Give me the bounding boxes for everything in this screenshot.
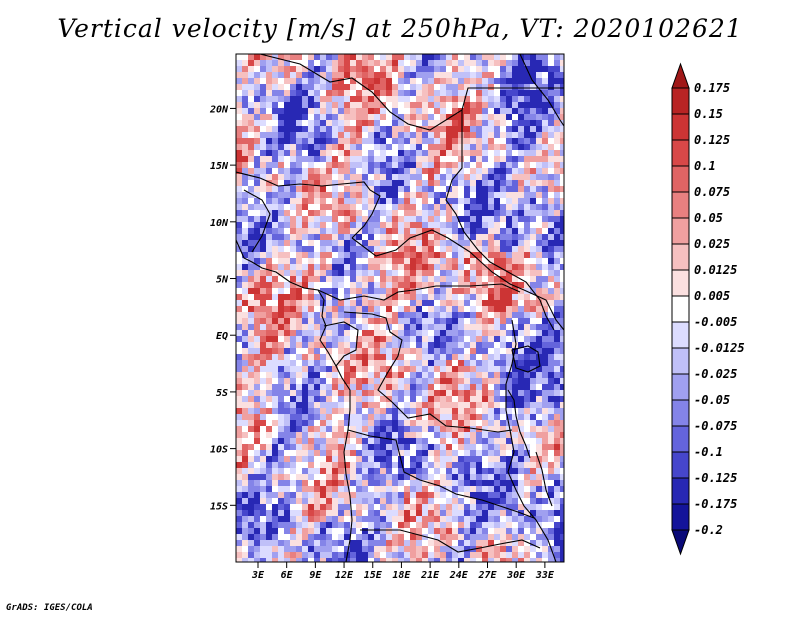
- lon-label: 3E: [251, 570, 265, 581]
- border-congo-north: [317, 283, 521, 301]
- border-ne-red: [519, 54, 564, 127]
- colorbar-label: 0.125: [694, 133, 730, 147]
- lon-label: 24E: [449, 570, 469, 581]
- colorbar-label: -0.1: [694, 445, 723, 459]
- colorbar-segment: [671, 503, 690, 531]
- lon-label: 30E: [506, 570, 526, 581]
- colorbar-segment: [671, 321, 690, 349]
- latitude-axis: 20N 15N 10N 5N EQ 5S 10S 15S: [209, 104, 236, 512]
- colorbar-segment: [671, 113, 690, 141]
- colorbar-label: 0.0125: [694, 263, 737, 277]
- map-title: Vertical velocity [m/s] at 250hPa, VT: 2…: [57, 14, 743, 43]
- lake-tanganyika: [507, 389, 531, 459]
- lon-label: 9E: [309, 570, 322, 581]
- colorbar-label: 0.075: [694, 185, 730, 199]
- lat-label: 15S: [210, 501, 228, 512]
- colorbar-segment: [671, 477, 690, 505]
- lake-victoria: [511, 345, 541, 373]
- border-car: [351, 229, 525, 291]
- colorbar: 0.175 0.15 0.125 0.1 0.075 0.05 0.025 0.0125 0.0…: [671, 62, 745, 556]
- colorbar-label: 0.175: [694, 81, 730, 95]
- colorbar-segment: [671, 295, 690, 323]
- colorbar-segment: [671, 243, 690, 271]
- longitude-axis: 3E 6E 9E 12E 15E 18E 21E 24E 27E 30E 33E: [251, 562, 555, 581]
- lat-label: 5S: [216, 388, 228, 399]
- colorbar-label: 0.15: [694, 107, 723, 121]
- lat-label: 15N: [210, 161, 229, 172]
- border-east-nile: [445, 110, 555, 331]
- lon-label: 33E: [535, 570, 555, 581]
- border-sahel: [236, 171, 381, 239]
- colorbar-label: -0.025: [694, 367, 737, 381]
- coastline-west: [236, 239, 353, 562]
- border-gabon: [323, 321, 359, 367]
- lon-label: 27E: [477, 570, 497, 581]
- colorbar-top-arrow: [671, 62, 690, 89]
- colorbar-label: -0.075: [694, 419, 737, 433]
- velocity-field: [236, 54, 564, 562]
- border-kenya: [523, 289, 564, 331]
- colorbar-label: -0.05: [694, 393, 730, 407]
- colorbar-segment: [671, 451, 690, 479]
- colorbar-label: 0.025: [694, 237, 730, 251]
- colorbar-label: -0.125: [694, 471, 737, 485]
- border-angola: [347, 429, 535, 519]
- colorbar-segment: [671, 87, 690, 115]
- lat-label: 10S: [210, 445, 228, 456]
- border-west-small: [243, 189, 271, 253]
- lon-label: 21E: [420, 570, 440, 581]
- colorbar-segment: [671, 217, 690, 245]
- lon-label: 18E: [392, 570, 411, 581]
- colorbar-label: 0.1: [694, 159, 716, 173]
- colorbar-segment: [671, 139, 690, 167]
- border-north: [259, 54, 564, 131]
- colorbar-segment: [671, 165, 690, 193]
- colorbar-bottom-arrow: [671, 529, 690, 556]
- colorbar-segment: [671, 373, 690, 401]
- country-borders: [236, 54, 564, 562]
- lat-label: 20N: [209, 104, 229, 115]
- lon-label: 12E: [335, 570, 354, 581]
- colorbar-label: -0.0125: [694, 341, 745, 355]
- colorbar-label: -0.175: [694, 497, 737, 511]
- colorbar-segment: [671, 399, 690, 427]
- lake-malawi: [535, 451, 553, 507]
- lat-label: 10N: [210, 218, 229, 229]
- grads-credit: GrADS: IGES/COLA: [6, 603, 93, 613]
- colorbar-segment: [671, 269, 690, 297]
- colorbar-segment: [671, 347, 690, 375]
- border-east-lakes: [505, 319, 557, 562]
- lon-label: 6E: [281, 570, 294, 581]
- colorbar-label: -0.005: [694, 315, 737, 329]
- border-congo-basin: [343, 311, 513, 433]
- lat-label: EQ: [216, 331, 228, 342]
- colorbar-label: -0.2: [694, 523, 723, 537]
- border-zambia: [360, 529, 541, 553]
- map-frame: [235, 53, 565, 563]
- lat-label: 5N: [216, 275, 229, 286]
- colorbar-segment: [671, 425, 690, 453]
- lon-label: 15E: [364, 570, 383, 581]
- colorbar-label: 0.05: [694, 211, 723, 225]
- colorbar-segment: [671, 191, 690, 219]
- colorbar-label: 0.005: [694, 289, 730, 303]
